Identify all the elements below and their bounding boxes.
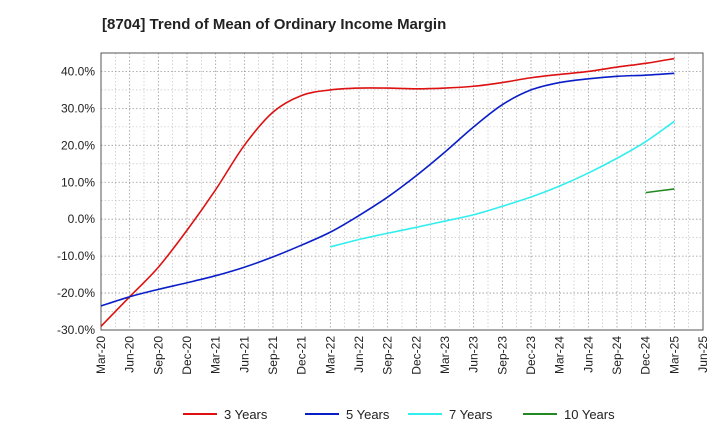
- y-tick-label: 0.0%: [68, 212, 96, 226]
- y-tick-label: 20.0%: [61, 138, 95, 152]
- y-tick-label: 10.0%: [61, 175, 95, 189]
- series-line-5-years: [100, 72, 675, 307]
- x-tick-label: Dec-22: [409, 336, 423, 375]
- plot-border: [100, 52, 704, 331]
- x-tick-label: Mar-25: [667, 336, 681, 374]
- x-tick-label: Jun-21: [237, 336, 251, 373]
- x-tick-label: Dec-23: [524, 336, 538, 375]
- series-line-3-years: [100, 57, 675, 327]
- y-tick-label: 40.0%: [61, 64, 95, 78]
- legend-label-3-years: 3 Years: [224, 407, 268, 422]
- x-tick-label: Jun-23: [467, 336, 481, 373]
- grid: [100, 53, 704, 331]
- x-tick-label: Jun-20: [123, 336, 137, 373]
- x-tick-label: Mar-24: [553, 336, 567, 374]
- y-tick-label: -10.0%: [57, 249, 95, 263]
- x-tick-label: Mar-23: [438, 336, 452, 374]
- x-tick-label: Sep-22: [381, 336, 395, 375]
- x-tick-label: Sep-20: [151, 336, 165, 375]
- x-tick-label: Jun-22: [352, 336, 366, 373]
- x-tick-label: Dec-20: [180, 336, 194, 375]
- legend-label-7-years: 7 Years: [449, 407, 493, 422]
- x-tick-label: Jun-24: [581, 336, 595, 373]
- x-tick-label: Mar-20: [94, 336, 108, 374]
- y-tick-label: -30.0%: [57, 323, 95, 337]
- y-tick-label: 30.0%: [61, 101, 95, 115]
- legend: 3 Years 5 Years 7 Years 10 Years: [183, 407, 615, 422]
- x-tick-label: Dec-24: [639, 336, 653, 375]
- series-line-7-years: [330, 120, 675, 248]
- x-tick-label: Dec-21: [295, 336, 309, 375]
- legend-label-5-years: 5 Years: [346, 407, 390, 422]
- x-tick-label: Mar-22: [323, 336, 337, 374]
- x-tick-label: Sep-24: [610, 336, 624, 375]
- x-tick-label: Mar-21: [209, 336, 223, 374]
- x-tick-label: Jun-25: [696, 336, 710, 373]
- legend-label-10-years: 10 Years: [564, 407, 615, 422]
- x-tick-label: Sep-21: [266, 336, 280, 375]
- chart-title: [8704] Trend of Mean of Ordinary Income …: [102, 16, 447, 33]
- x-tick-label: Sep-23: [495, 336, 509, 375]
- y-tick-label: -20.0%: [57, 286, 95, 300]
- series-line-10-years: [645, 188, 675, 194]
